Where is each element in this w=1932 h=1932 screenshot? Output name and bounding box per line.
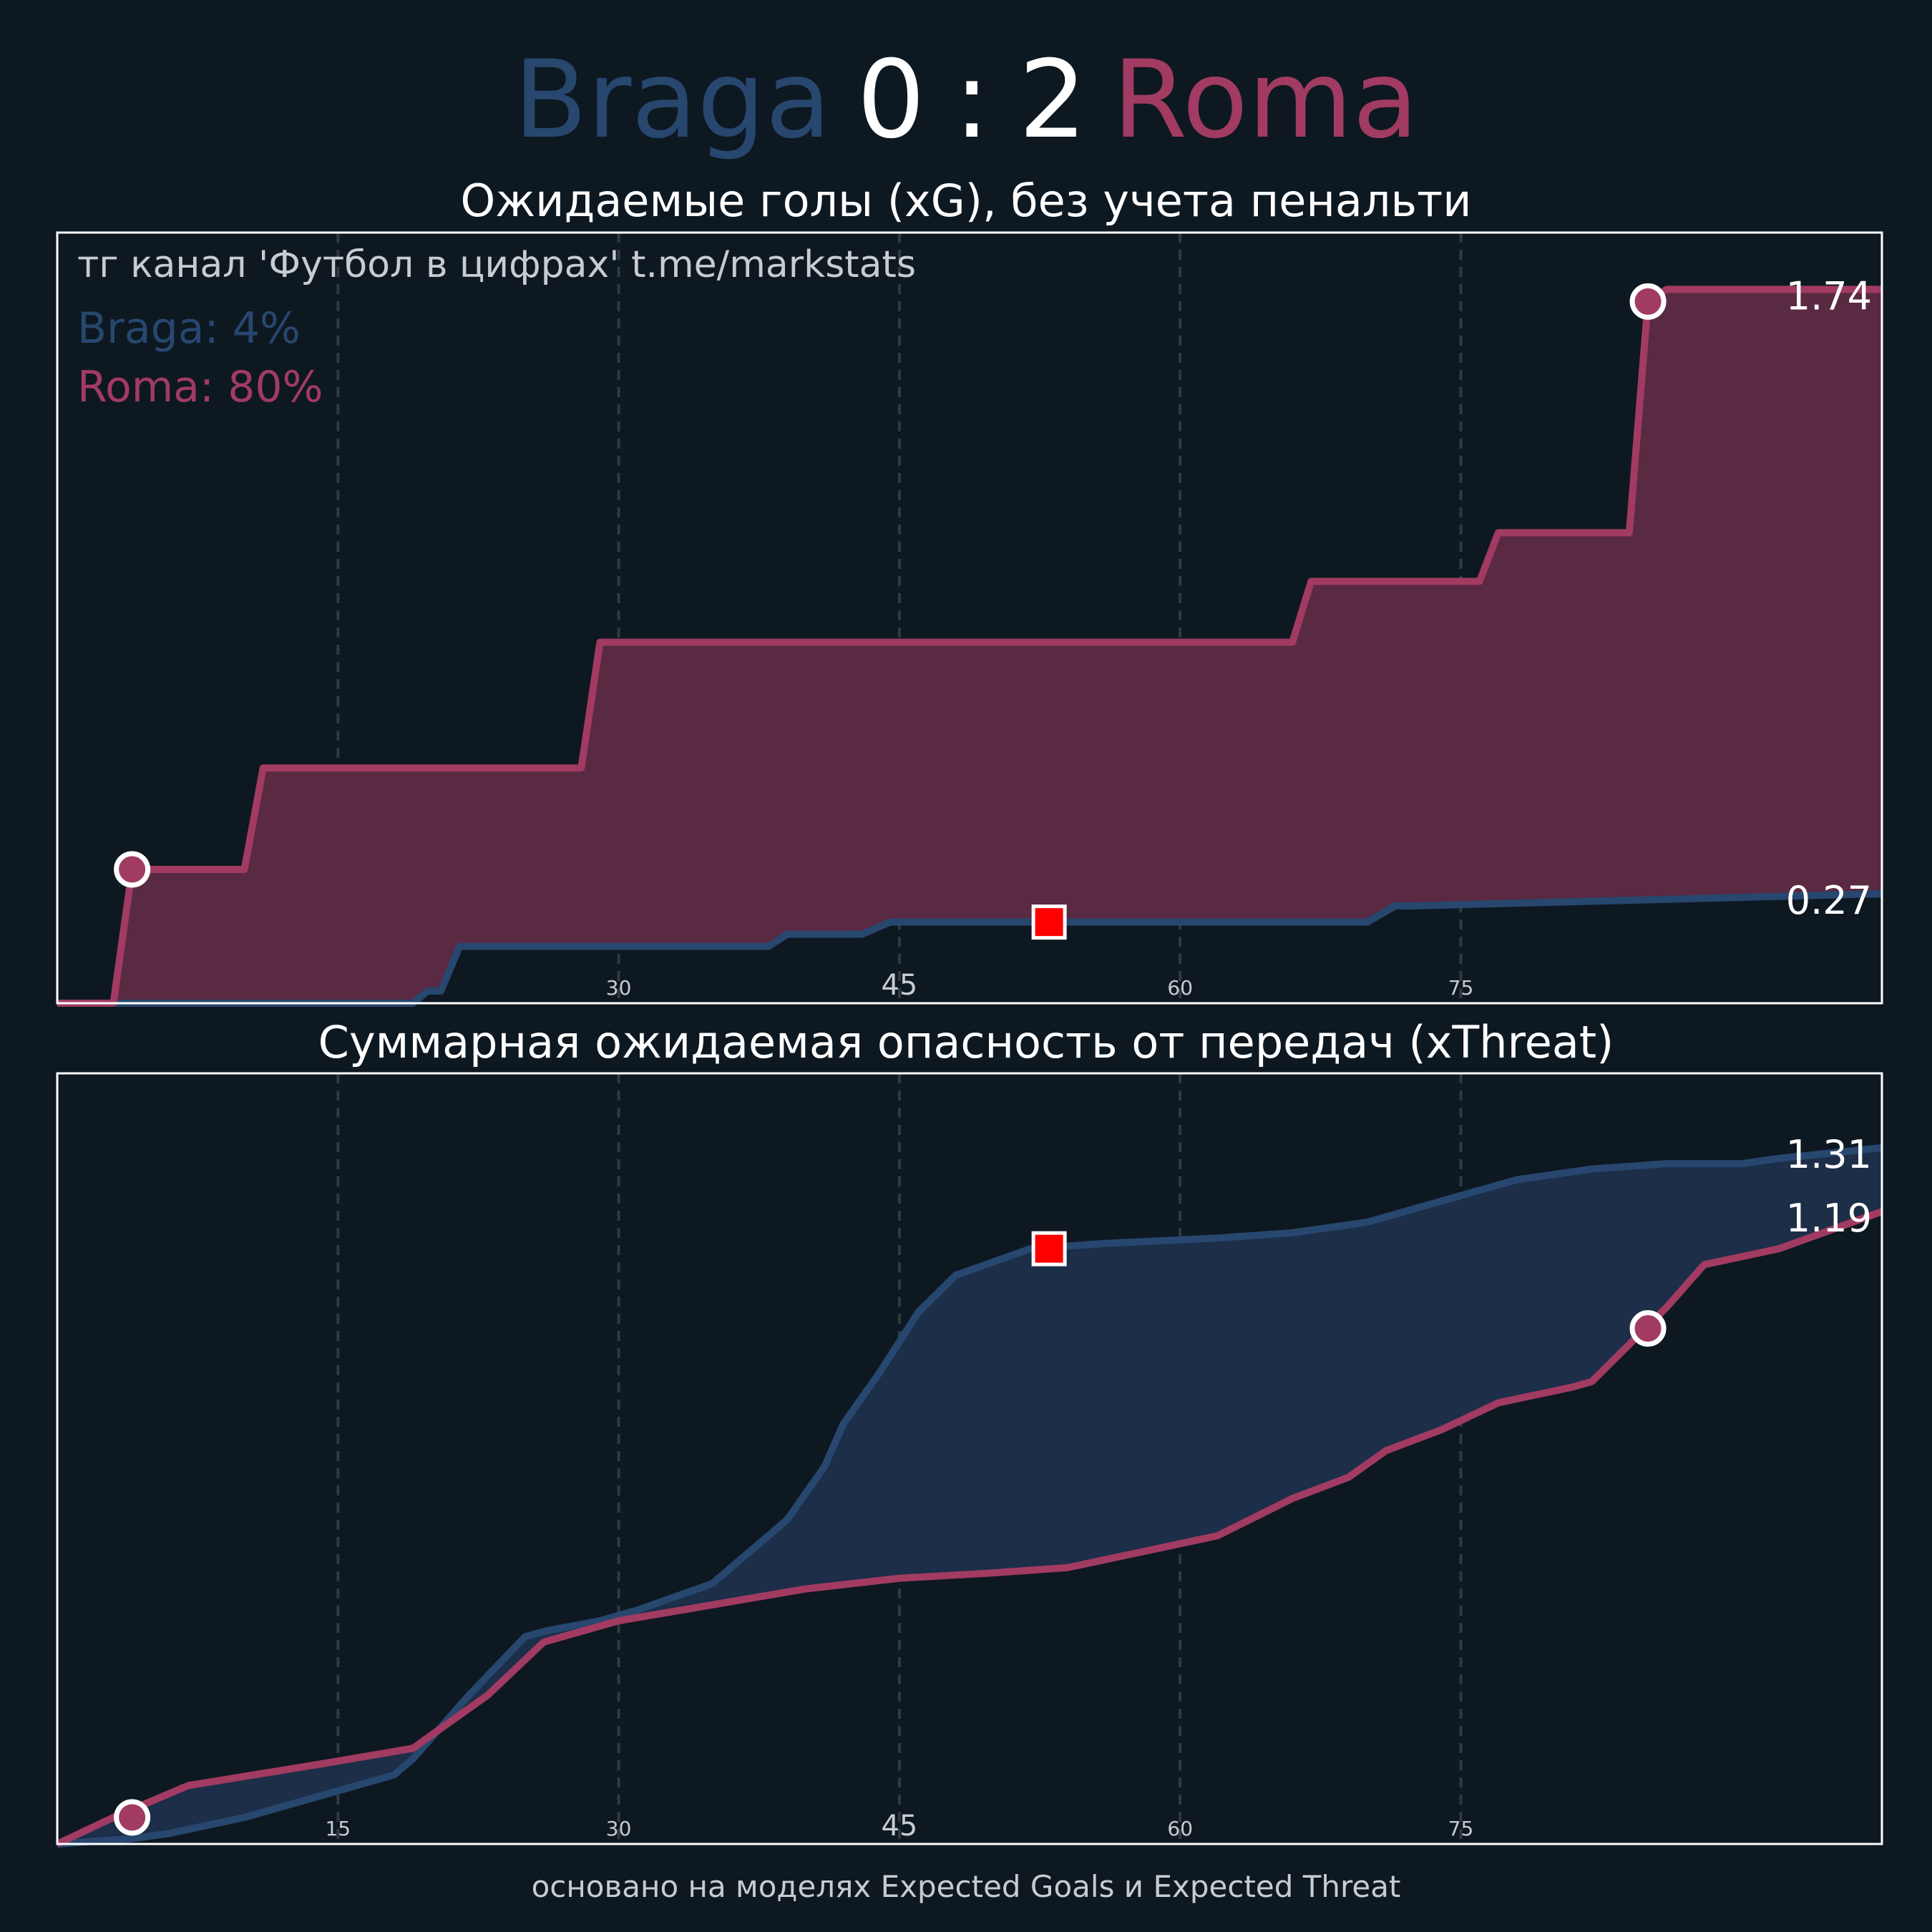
x-tick-label: 60 — [1167, 976, 1193, 1000]
roma-line — [57, 286, 1882, 1007]
x-tick-label: 45 — [881, 969, 917, 1002]
braga-end-value: 1.31 — [1786, 1132, 1872, 1177]
home-team-name: Braga — [513, 38, 831, 162]
roma-win-probability: Roma: 80% — [77, 362, 323, 412]
x-tick-label: 75 — [1448, 1817, 1474, 1840]
red-card-marker — [1031, 904, 1067, 940]
xg-chart-title: Ожидаемые голы (xG), без учета пенальти — [460, 175, 1472, 227]
match-header: Braga 0:2 Roma — [0, 36, 1932, 165]
away-score: 2 — [1018, 38, 1087, 162]
score-separator: : — [953, 38, 990, 162]
roma-end-value: 1.74 — [1786, 273, 1872, 318]
x-tick-label: 45 — [881, 1810, 917, 1843]
xt-chart-panel: 15 30 45 60 75 1.31 1.19 — [55, 1072, 1883, 1848]
goal-marker — [1629, 1310, 1667, 1347]
braga-line — [57, 889, 1883, 1007]
x-tick-label: 30 — [606, 1817, 632, 1840]
x-tick-label: 75 — [1448, 976, 1474, 1000]
footer-note: основано на моделях Expected Goals и Exp… — [531, 1869, 1401, 1904]
x-tick-label: 60 — [1167, 1817, 1193, 1840]
xt-chart-title: Суммарная ожидаемая опасность от передач… — [318, 1016, 1614, 1068]
goal-marker — [114, 851, 151, 888]
x-tick-label: 30 — [606, 976, 632, 1000]
goal-marker — [1629, 283, 1667, 320]
roma-end-value: 1.19 — [1786, 1196, 1872, 1241]
braga-end-value: 0.27 — [1786, 878, 1872, 923]
xg-chart-panel: 15304560750.271.74 — [56, 231, 1883, 1007]
home-score: 0 — [857, 38, 925, 162]
roma-line — [55, 1208, 1883, 1848]
red-card-marker — [1031, 1231, 1067, 1267]
watermark-text: тг канал 'Футбол в цифрах' t.me/markstat… — [77, 243, 917, 286]
chart-frame — [56, 1072, 1883, 1845]
braga-win-probability: Braga: 4% — [77, 303, 301, 353]
away-team-name: Roma — [1112, 38, 1419, 162]
area-between-series — [57, 1147, 1882, 1844]
braga-line — [57, 1144, 1883, 1848]
area-between-series — [57, 289, 1882, 1003]
goal-marker — [114, 1799, 151, 1836]
x-tick-label: 15 — [325, 1817, 351, 1840]
chart-frame — [56, 231, 1883, 1005]
